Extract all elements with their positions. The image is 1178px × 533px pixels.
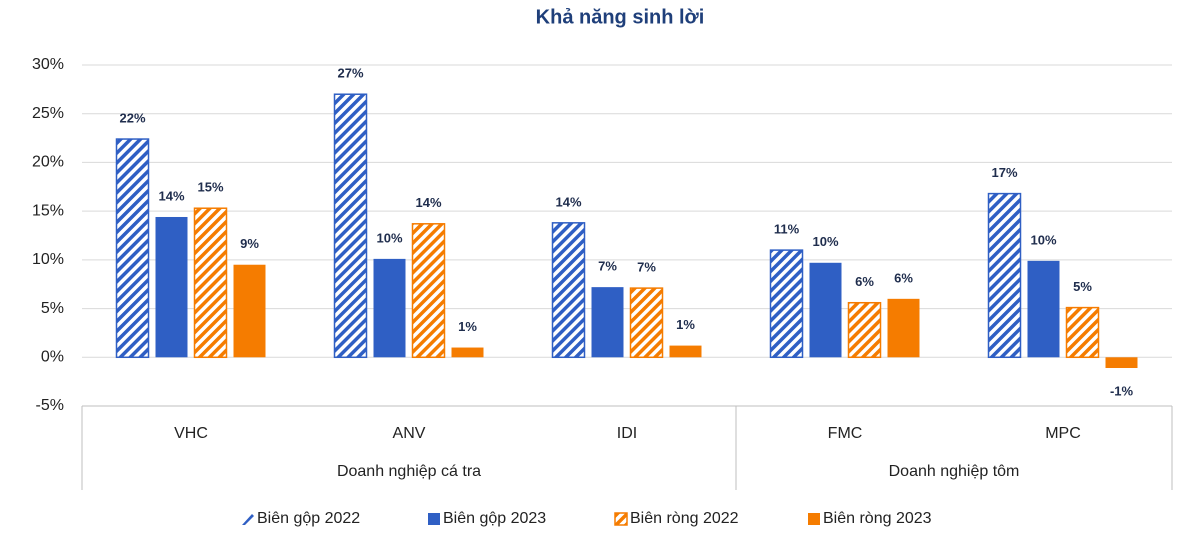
x-tick-label: IDI bbox=[617, 425, 637, 442]
data-label: 10% bbox=[812, 234, 838, 249]
data-label: 14% bbox=[415, 195, 441, 210]
data-label: 15% bbox=[197, 180, 223, 195]
data-label: 22% bbox=[119, 110, 145, 125]
data-label: 17% bbox=[991, 165, 1017, 180]
bar bbox=[373, 258, 406, 358]
y-tick-label: 30% bbox=[32, 56, 64, 73]
y-tick-label: 15% bbox=[32, 202, 64, 219]
y-tick-label: 5% bbox=[41, 300, 64, 317]
data-label: -1% bbox=[1110, 383, 1134, 398]
legend-marker bbox=[428, 513, 440, 525]
data-label: 10% bbox=[376, 230, 402, 245]
y-tick-label: 20% bbox=[32, 154, 64, 171]
bar bbox=[669, 345, 702, 358]
y-tick-label: 0% bbox=[41, 349, 64, 366]
group-label: Doanh nghiệp cá tra bbox=[337, 463, 481, 480]
bar bbox=[115, 138, 150, 359]
data-label: 1% bbox=[676, 317, 695, 332]
bar bbox=[629, 287, 664, 359]
bar bbox=[847, 301, 882, 359]
x-tick-label: MPC bbox=[1045, 425, 1081, 442]
legend-label: Biên gộp 2022 bbox=[257, 510, 360, 527]
data-label: 1% bbox=[458, 319, 477, 334]
data-label: 27% bbox=[337, 66, 363, 81]
data-label: 14% bbox=[158, 188, 184, 203]
data-label: 6% bbox=[894, 270, 913, 285]
x-tick-label: VHC bbox=[174, 425, 208, 442]
data-label: 14% bbox=[555, 194, 581, 209]
legend-marker bbox=[808, 513, 820, 525]
data-label: 5% bbox=[1073, 279, 1092, 294]
bar bbox=[987, 192, 1022, 359]
data-label: 11% bbox=[774, 222, 800, 237]
bar bbox=[333, 93, 368, 359]
data-label: 9% bbox=[240, 236, 259, 251]
bar bbox=[155, 216, 188, 358]
bar bbox=[887, 298, 920, 358]
bar bbox=[451, 347, 484, 358]
bar bbox=[411, 223, 446, 359]
bar bbox=[1105, 357, 1138, 369]
bar bbox=[769, 249, 804, 359]
bar bbox=[1027, 260, 1060, 358]
group-label: Doanh nghiệp tôm bbox=[889, 463, 1020, 480]
y-tick-label: 25% bbox=[32, 105, 64, 122]
x-tick-label: FMC bbox=[828, 425, 863, 442]
bar bbox=[551, 222, 586, 359]
x-tick-label: ANV bbox=[393, 425, 426, 442]
data-label: 7% bbox=[598, 259, 617, 274]
bar bbox=[591, 287, 624, 358]
data-label: 10% bbox=[1030, 232, 1056, 247]
bar bbox=[809, 262, 842, 358]
legend-label: Biên ròng 2022 bbox=[630, 510, 739, 527]
y-tick-label: 10% bbox=[32, 251, 64, 268]
data-label: 6% bbox=[855, 274, 874, 289]
legend-marker bbox=[614, 512, 628, 526]
data-label: 7% bbox=[637, 260, 656, 275]
legend-label: Biên ròng 2023 bbox=[823, 510, 932, 527]
bar bbox=[1065, 306, 1100, 359]
legend-label: Biên gộp 2023 bbox=[443, 510, 546, 527]
bar bbox=[233, 264, 266, 358]
chart-title: Khả năng sinh lời bbox=[536, 6, 705, 28]
legend-marker bbox=[242, 514, 254, 525]
bar bbox=[193, 207, 228, 359]
y-tick-label: -5% bbox=[36, 397, 64, 414]
